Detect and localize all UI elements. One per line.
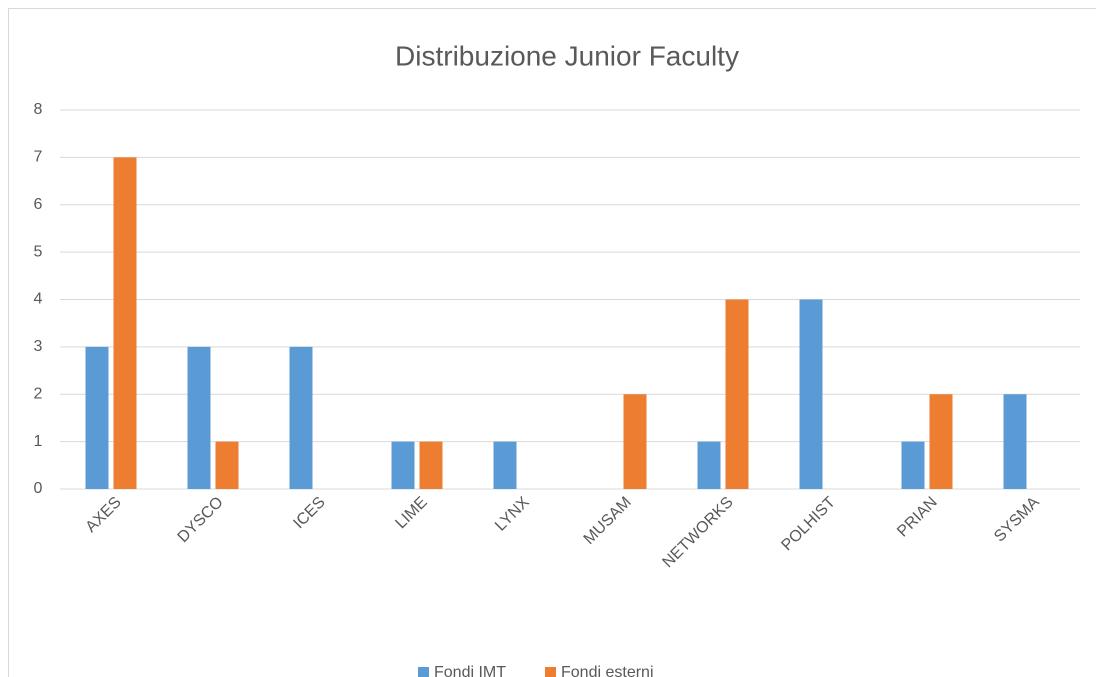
x-tick-label: AXES <box>83 494 125 536</box>
x-tick-label: PRIAN <box>894 494 941 541</box>
x-tick-label: ICES <box>290 494 328 532</box>
legend-label: Fondi IMT <box>434 664 506 677</box>
y-tick-label: 4 <box>34 291 43 308</box>
bar <box>215 441 239 489</box>
legend-swatch <box>418 667 429 677</box>
chart-border <box>8 8 1096 677</box>
bar <box>187 346 211 489</box>
y-tick-label: 6 <box>34 196 43 213</box>
y-tick-label: 0 <box>34 480 43 497</box>
y-tick-label: 5 <box>34 243 43 260</box>
x-tick-label: POLHIST <box>778 494 839 555</box>
y-tick-label: 7 <box>34 149 43 166</box>
x-tick-label: SYSMA <box>991 494 1043 546</box>
bar <box>289 346 313 489</box>
bar <box>725 299 749 489</box>
legend-swatch <box>545 667 556 677</box>
x-tick-label: LIME <box>392 494 430 532</box>
bar <box>391 441 415 489</box>
x-tick-label: DYSCO <box>175 494 227 546</box>
y-tick-label: 2 <box>34 385 43 402</box>
x-tick-label: LYNX <box>492 494 533 535</box>
x-tick-label: NETWORKS <box>659 494 736 571</box>
chart-title: Distribuzione Junior Faculty <box>395 40 739 71</box>
bar <box>799 299 823 489</box>
bar <box>85 346 109 489</box>
bar <box>623 394 647 489</box>
y-tick-label: 8 <box>34 101 43 118</box>
bar <box>493 441 517 489</box>
bar <box>1003 394 1027 489</box>
bar <box>929 394 953 489</box>
bar <box>113 157 137 489</box>
legend-label: Fondi esterni <box>561 664 654 677</box>
y-tick-label: 1 <box>34 433 43 450</box>
x-tick-label: MUSAM <box>581 494 635 548</box>
bar <box>419 441 443 489</box>
bar <box>697 441 721 489</box>
bar <box>901 441 925 489</box>
y-tick-label: 3 <box>34 338 43 355</box>
